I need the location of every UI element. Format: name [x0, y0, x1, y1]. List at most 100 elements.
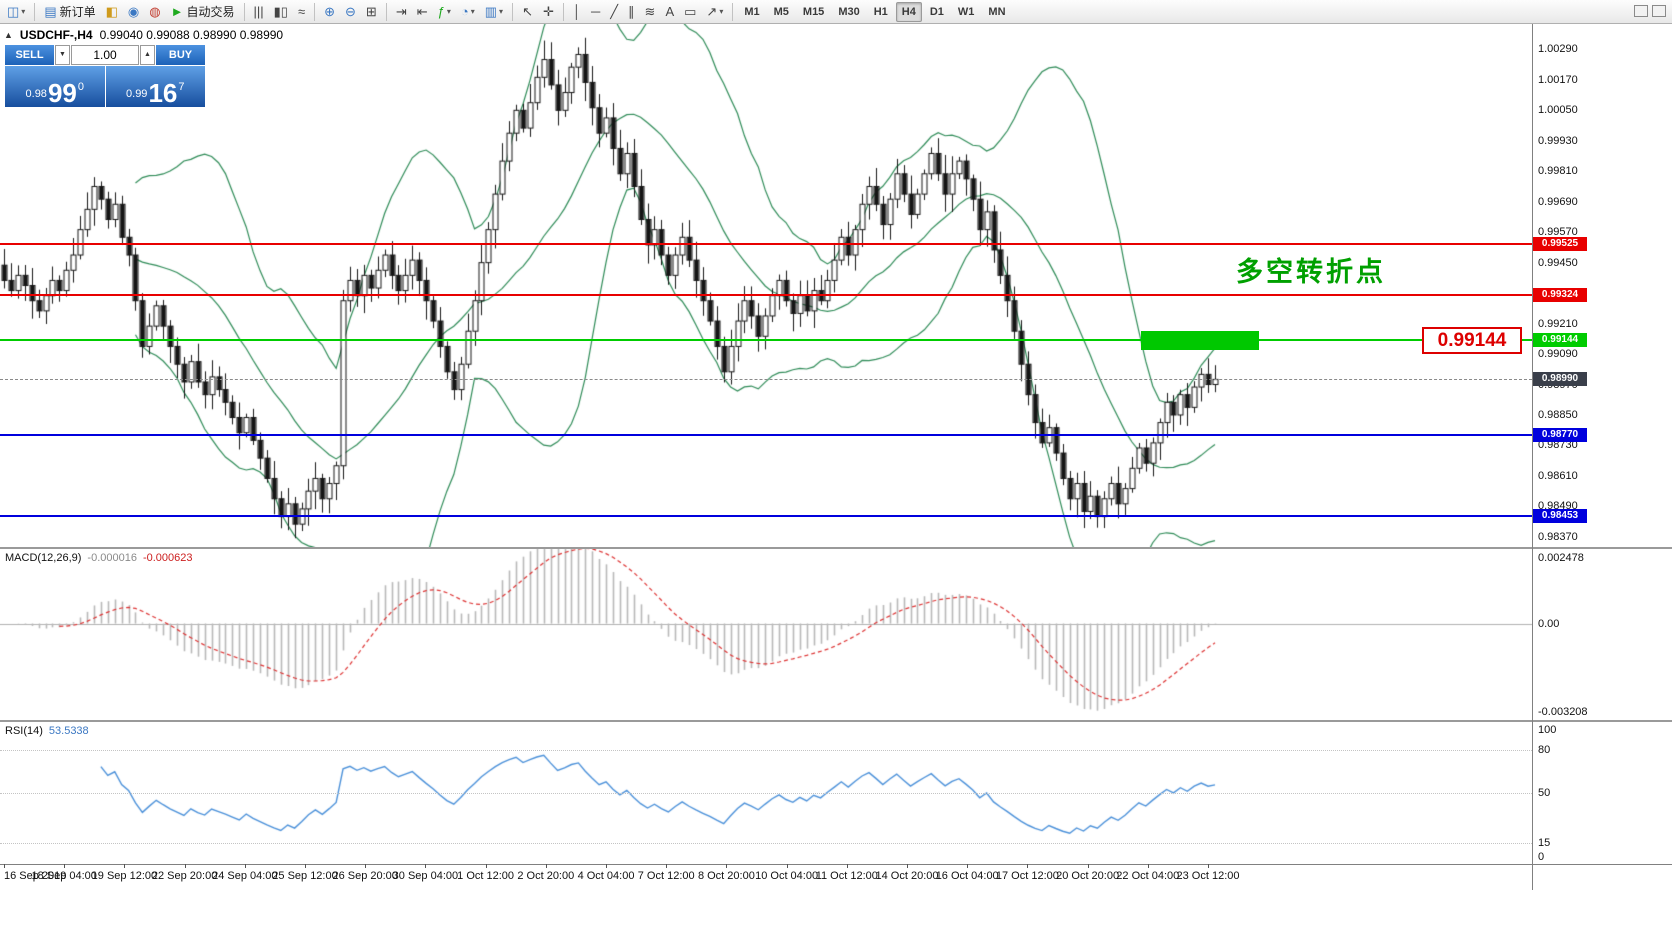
price-tag-0.98453: 0.98453 [1533, 508, 1587, 523]
zoom-in-button[interactable]: ⊕ [320, 2, 339, 22]
one-click-collapse-icon[interactable]: ▲ [4, 30, 13, 40]
horizontal-line-0.98770[interactable] [0, 434, 1532, 437]
price-tag-0.98990: 0.98990 [1533, 372, 1587, 387]
toolbar-right-button-1[interactable] [1634, 5, 1648, 17]
templates-icon: ▥ [484, 4, 498, 19]
zoom-out-button[interactable]: ⊖ [341, 2, 360, 22]
horizontal-line-button[interactable]: ─ [587, 2, 604, 22]
price-chart-canvas[interactable] [0, 24, 1532, 547]
timeframe-button-h1[interactable]: H1 [873, 5, 888, 18]
timeframe-button-m30[interactable]: M30 [838, 5, 860, 18]
autotrading-play-icon: ► [170, 4, 184, 19]
fibonacci-button[interactable]: ≋ [641, 2, 660, 22]
rsi-level-line-50 [0, 793, 1532, 794]
time-tick [124, 864, 126, 868]
timeframe-button-w1[interactable]: W1 [957, 5, 975, 18]
text-label-icon: ▭ [684, 4, 697, 19]
time-label: 2 Oct 20:00 [517, 870, 575, 882]
data-window-button[interactable]: ◉ [124, 2, 143, 22]
channel-button[interactable]: ∥ [624, 2, 639, 22]
rsi-level-line-80 [0, 750, 1532, 752]
horizontal-line-0.99525[interactable] [0, 242, 1532, 245]
time-tick [1087, 864, 1089, 868]
time-tick [1027, 864, 1029, 868]
time-tick [64, 864, 66, 868]
cursor-button[interactable]: ↖ [518, 2, 537, 22]
lot-down-button[interactable]: ▼ [55, 45, 70, 65]
macd-name: MACD(12,26,9) [5, 552, 82, 564]
timeframe-button-d1[interactable]: D1 [929, 5, 944, 18]
sell-price-display[interactable]: 0.98 99 0 [5, 66, 105, 107]
lot-up-button[interactable]: ▲ [140, 45, 155, 65]
horizontal-line-0.98453[interactable] [0, 514, 1532, 517]
new-chart-button[interactable]: ◫ ▾ [3, 2, 29, 22]
macd-indicator-label: MACD(12,26,9) -0.000016 -0.000623 [5, 552, 193, 564]
market-watch-button[interactable]: ◧ [102, 2, 122, 22]
new-order-button[interactable]: ▤ 新订单 [40, 2, 99, 22]
time-tick [1147, 864, 1149, 868]
horizontal-line-0.99324[interactable] [0, 293, 1532, 296]
chart-annotation-text[interactable]: 多空转折点 [1236, 257, 1386, 287]
trendline-button[interactable]: ╱ [606, 2, 622, 22]
highlight-rectangle[interactable] [1141, 331, 1260, 350]
chart-shift-icon: ⇤ [416, 4, 428, 19]
arrows-button[interactable]: ↗ ▾ [702, 2, 727, 22]
rsi-level-line-15 [0, 842, 1532, 844]
time-tick [545, 864, 547, 868]
line-chart-button[interactable]: ≈ [294, 2, 309, 22]
timeframe-group: M1 M5 M15 M30 H1 H4 D1 W1 MN [737, 1, 1012, 22]
autotrading-label: 自动交易 [186, 5, 235, 19]
panel-splitter-1[interactable] [0, 547, 1672, 549]
price-tick: 0.98850 [1538, 408, 1578, 421]
timeframe-button-m5[interactable]: M5 [773, 5, 789, 18]
vertical-line-button[interactable]: │ [569, 2, 585, 22]
panel-splitter-2[interactable] [0, 720, 1672, 722]
time-tick [244, 864, 246, 868]
buy-price-display[interactable]: 0.99 16 7 [105, 66, 205, 107]
crosshair-button[interactable]: ✛ [539, 2, 558, 22]
price-tick: 0.99930 [1538, 134, 1578, 147]
toolbar-right-button-2[interactable] [1652, 5, 1666, 17]
navigator-icon: ◍ [149, 4, 161, 19]
chart-shift-button[interactable]: ⇤ [413, 2, 432, 22]
zoom-out-icon: ⊖ [345, 4, 356, 19]
horizontal-line-0.99144[interactable] [0, 339, 1532, 342]
time-label: 7 Oct 12:00 [637, 870, 695, 882]
chevron-down-icon: ▾ [21, 7, 26, 16]
price-tick: 0.98610 [1538, 469, 1578, 482]
bid-pipette: 0 [77, 81, 84, 93]
rsi-value: 53.5338 [48, 725, 89, 737]
timeframe-button-m15[interactable]: M15 [802, 5, 825, 18]
price-tick: 0.98730 [1538, 439, 1578, 452]
tile-windows-button[interactable]: ⊞ [362, 2, 381, 22]
timeframe-button-mn[interactable]: MN [988, 5, 1006, 18]
auto-scroll-button[interactable]: ⇥ [392, 2, 411, 22]
navigator-button[interactable]: ◍ [145, 2, 164, 22]
candlestick-chart-button[interactable]: ▮▯ [270, 2, 292, 22]
time-tick [485, 864, 487, 868]
time-label: 10 Oct 04:00 [755, 870, 819, 882]
periods-button[interactable]: ◔ ▾ [457, 2, 479, 22]
bar-chart-button[interactable]: ||| [250, 2, 268, 22]
horizontal-line-icon: ─ [591, 4, 601, 19]
macd-tick: 0.00 [1538, 617, 1560, 630]
sell-button[interactable]: SELL [5, 45, 54, 65]
templates-button[interactable]: ▥ ▾ [481, 2, 507, 22]
autotrading-button[interactable]: ► 自动交易 [167, 2, 239, 22]
price-tick: 0.99210 [1538, 317, 1578, 330]
macd-panel-canvas[interactable] [0, 549, 1532, 720]
timeframe-button-m1[interactable]: M1 [744, 5, 760, 18]
rsi-indicator-label: RSI(14) 53.5338 [5, 725, 89, 737]
price-callout-label: 0.99144 [1422, 327, 1522, 355]
toolbar-separator [34, 2, 36, 21]
data-window-icon: ◉ [127, 4, 140, 19]
toolbar-separator [732, 2, 734, 21]
indicators-button[interactable]: ƒ ▾ [434, 2, 455, 22]
timeframe-button-h4[interactable]: H4 [895, 1, 922, 22]
time-label: 4 Oct 04:00 [577, 870, 635, 882]
text-button[interactable]: A [661, 2, 678, 22]
lot-size-input[interactable]: 1.00 [71, 45, 139, 65]
buy-button[interactable]: BUY [156, 45, 205, 65]
indicators-icon: ƒ [437, 4, 445, 19]
text-label-button[interactable]: ▭ [680, 2, 700, 22]
